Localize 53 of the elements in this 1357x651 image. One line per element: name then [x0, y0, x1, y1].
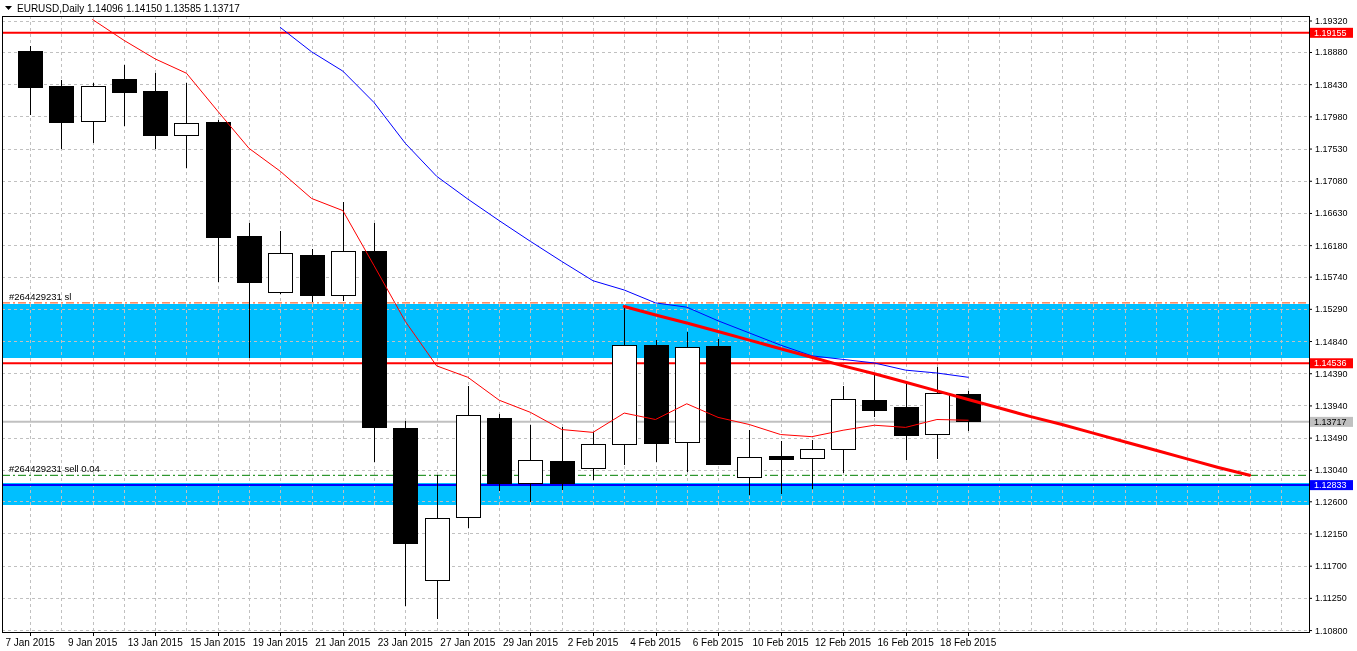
ref-line-label: #264429231 sell 0.04 — [9, 463, 100, 475]
ref-line-label: 1.13717 — [1314, 416, 1347, 427]
line-series — [279, 26, 969, 378]
candlestick — [518, 424, 543, 503]
y-tick-label: 1.16630 — [1315, 208, 1348, 219]
x-tick-label: 29 Jan 2015 — [502, 637, 559, 648]
y-tick-label: 1.13040 — [1315, 465, 1348, 476]
candlestick — [550, 426, 575, 491]
ref-line-label: 1.19155 — [1314, 27, 1347, 38]
y-tick-label: 1.16180 — [1315, 240, 1348, 251]
x-tick-label: 7 Jan 2015 — [5, 637, 56, 648]
y-tick-label: 1.11250 — [1315, 593, 1347, 604]
y-tick-label: 1.14840 — [1315, 336, 1348, 347]
y-tick-label: 1.17080 — [1315, 176, 1348, 187]
x-tick-label: 23 Jan 2015 — [377, 637, 434, 648]
x-tick-label: 13 Jan 2015 — [127, 637, 184, 648]
y-tick-label: 1.18430 — [1315, 79, 1348, 90]
candlestick — [174, 82, 199, 169]
x-tick-label: 12 Feb 2015 — [815, 637, 872, 648]
candlestick — [862, 373, 887, 418]
y-tick-label: 1.12150 — [1315, 528, 1348, 539]
x-tick-label: 21 Jan 2015 — [315, 637, 371, 648]
ref-line-label: 1.14536 — [1314, 358, 1347, 369]
y-tick-label: 1.13490 — [1315, 433, 1348, 444]
x-tick-label: 4 Feb 2015 — [630, 637, 682, 648]
x-tick-label: 15 Jan 2015 — [190, 637, 246, 648]
x-tick-label: 19 Jan 2015 — [252, 637, 309, 648]
chart-title: EURUSD,Daily 1.14096 1.14150 1.13585 1.13717 — [17, 3, 241, 14]
y-tick-label: 1.12600 — [1315, 496, 1348, 507]
x-tick-label: 18 Feb 2015 — [940, 637, 997, 648]
candlestick — [737, 429, 762, 496]
y-tick-label: 1.13940 — [1315, 400, 1348, 411]
y-tick-label: 1.15290 — [1315, 304, 1348, 315]
y-tick-label: 1.19320 — [1315, 16, 1348, 27]
x-tick-label: 6 Feb 2015 — [692, 637, 744, 648]
y-tick-label: 1.18880 — [1315, 47, 1348, 58]
candlestick — [112, 64, 137, 127]
y-tick-label: 1.17980 — [1315, 111, 1348, 122]
candlestick — [769, 440, 794, 495]
y-tick-label: 1.14390 — [1315, 368, 1348, 379]
y-tick-label: 1.11700 — [1315, 561, 1347, 572]
x-tick-label: 9 Jan 2015 — [67, 637, 118, 648]
x-tick-label: 27 Jan 2015 — [440, 637, 496, 648]
x-tick-label: 16 Feb 2015 — [877, 637, 935, 648]
candlestick — [800, 439, 825, 490]
y-tick-label: 1.10800 — [1315, 625, 1348, 636]
candlestick — [581, 431, 606, 481]
ref-line-label: #264429231 sl — [9, 290, 72, 302]
y-tick-label: 1.15740 — [1315, 272, 1348, 283]
x-tick-label: 2 Feb 2015 — [567, 637, 619, 648]
x-tick-label: 10 Feb 2015 — [752, 637, 810, 648]
ref-line-label: 1.12833 — [1314, 480, 1347, 491]
y-tick-label: 1.17530 — [1315, 144, 1348, 155]
